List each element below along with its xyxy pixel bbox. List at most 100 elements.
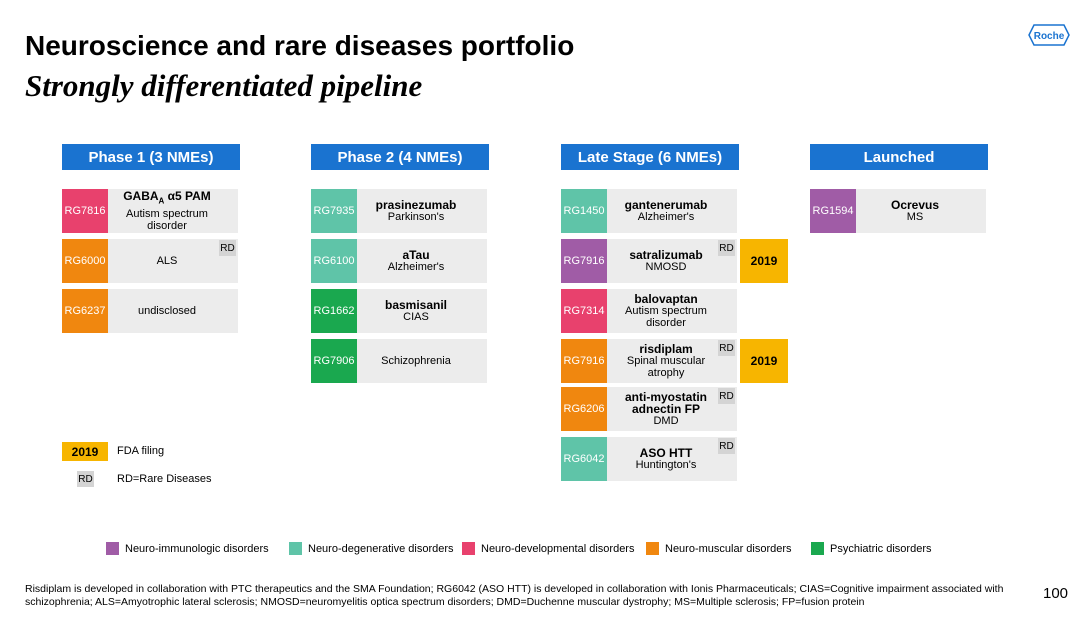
molecule-name: GABAA α5 PAM	[123, 190, 211, 207]
molecule-name: balovaptan	[634, 293, 697, 305]
pipeline-card: RG7906 Schizophrenia	[311, 339, 487, 383]
card-info: ASO HTT Huntington's	[607, 437, 737, 481]
molecule-name: prasinezumab	[376, 199, 457, 211]
legend-item: Psychiatric disorders	[811, 542, 931, 555]
molecule-code: RG7816	[62, 189, 108, 233]
molecule-code: RG6206	[561, 387, 607, 431]
pipeline-card: RG7314 balovaptan Autism spectrum disorder	[561, 289, 737, 333]
rd-badge: RD	[718, 438, 735, 454]
name-text: Ocrevus	[890, 198, 940, 212]
indication: Schizophrenia	[381, 355, 451, 367]
pipeline-card: RG1594 Ocrevus MS	[810, 189, 986, 233]
key-badge: RD	[77, 471, 94, 487]
legend-swatch	[811, 542, 824, 555]
indication: Parkinson's	[387, 211, 445, 223]
legend-swatch	[289, 542, 302, 555]
key-text: FDA filing	[117, 445, 165, 457]
pipeline-card: RG6042 ASO HTT Huntington's RD	[561, 437, 737, 481]
legend-swatch	[646, 542, 659, 555]
card-info: satralizumab NMOSD	[607, 239, 737, 283]
rd-badge: RD	[718, 340, 735, 356]
rd-badge: RD	[219, 240, 236, 256]
footnote: Risdiplam is developed in collaboration …	[25, 583, 1004, 608]
pipeline-card: RG7816 GABAA α5 PAM Autism spectrum disord…	[62, 189, 238, 233]
name-text: aTau	[402, 248, 430, 262]
indication: Autism spectrum disorder	[126, 207, 208, 232]
molecule-name: ASO HTT	[640, 447, 693, 459]
pipeline-card: RG7935 prasinezumab Parkinson's	[311, 189, 487, 233]
indication: MS	[906, 211, 924, 223]
title: Neuroscience and rare diseases portfolio	[25, 30, 575, 61]
legend-label: Neuro-degenerative disorders	[308, 542, 454, 555]
key-text: RD=Rare Diseases	[117, 473, 212, 485]
pipeline-card: RG6237 undisclosed	[62, 289, 238, 333]
column-header: Late Stage (6 NMEs)	[561, 144, 739, 170]
card-info: anti-myostatin adnectin FP DMD	[607, 387, 737, 431]
card-info: Ocrevus MS	[856, 189, 986, 233]
name-text: basmisanil	[384, 298, 448, 312]
molecule-code: RG7314	[561, 289, 607, 333]
indication: Alzheimer's	[637, 211, 695, 223]
indication: Huntington's	[635, 459, 697, 471]
card-info: balovaptan Autism spectrum disorder	[607, 289, 737, 333]
indication: undisclosed	[137, 305, 197, 317]
indication: NMOSD	[645, 261, 687, 273]
card-info: prasinezumab Parkinson's	[357, 189, 487, 233]
legend-label: Psychiatric disorders	[830, 542, 932, 555]
legend-swatch	[106, 542, 119, 555]
molecule-name: aTau	[402, 249, 429, 261]
card-info: aTau Alzheimer's	[357, 239, 487, 283]
legend-item: Neuro-degenerative disorders	[289, 542, 454, 555]
molecule-code: RG7916	[561, 339, 607, 383]
logo: Roche	[1028, 24, 1070, 46]
indication: Spinal muscular atrophy	[626, 355, 706, 379]
name-text: GABA	[123, 189, 159, 204]
name-text: α5 PAM	[164, 189, 211, 204]
molecule-code: RG1662	[311, 289, 357, 333]
name-text: ASO HTT	[639, 446, 693, 460]
card-info: Schizophrenia	[357, 339, 487, 383]
molecule-name: Ocrevus	[891, 199, 939, 211]
legend-item: Neuro-muscular disorders	[646, 542, 792, 555]
card-info: GABAA α5 PAM Autism spectrum disorder	[108, 189, 238, 233]
card-info: gantenerumab Alzheimer's	[607, 189, 737, 233]
indication: Autism spectrum disorder	[625, 305, 707, 329]
legend-item: Neuro-developmental disorders	[462, 542, 634, 555]
molecule-code: RG6000	[62, 239, 108, 283]
molecule-code: RG7916	[561, 239, 607, 283]
name-text: balovaptan	[634, 292, 698, 306]
rd-badge: RD	[718, 240, 735, 256]
pipeline-card: RG7916 satralizumab NMOSD RD	[561, 239, 737, 283]
legend-label: Neuro-developmental disorders	[481, 542, 635, 555]
logo-text: Roche	[1034, 31, 1065, 42]
name-text: prasinezumab	[375, 198, 457, 212]
legend-swatch	[462, 542, 475, 555]
molecule-code: RG1450	[561, 189, 607, 233]
legend-label: Neuro-immunologic disorders	[125, 542, 269, 555]
card-info: ALS	[108, 239, 238, 283]
column-header: Phase 2 (4 NMEs)	[311, 144, 489, 170]
pipeline-card: RG6100 aTau Alzheimer's	[311, 239, 487, 283]
legend-item: Neuro-immunologic disorders	[106, 542, 269, 555]
filing-badge: 2019	[740, 239, 788, 283]
molecule-code: RG6042	[561, 437, 607, 481]
indication: Alzheimer's	[387, 261, 445, 273]
name-text: anti-myostatin adnectin FP	[624, 390, 707, 416]
name-text: satralizumab	[629, 248, 703, 262]
name-text: gantenerumab	[624, 198, 708, 212]
subtitle: Strongly differentiated pipeline	[25, 68, 423, 103]
indication: ALS	[156, 255, 178, 267]
molecule-name: basmisanil	[385, 299, 447, 311]
rd-badge: RD	[718, 388, 735, 404]
molecule-code: RG1594	[810, 189, 856, 233]
pipeline-card: RG1662 basmisanil CIAS	[311, 289, 487, 333]
pipeline-card: RG6206 anti-myostatin adnectin FP DMD RD	[561, 387, 737, 431]
indication: DMD	[653, 415, 679, 427]
molecule-name: gantenerumab	[625, 199, 708, 211]
indication: CIAS	[403, 311, 429, 323]
molecule-name: satralizumab	[629, 249, 702, 261]
page-number: 100	[1043, 585, 1069, 602]
pipeline-card: RG1450 gantenerumab Alzheimer's	[561, 189, 737, 233]
molecule-code: RG6100	[311, 239, 357, 283]
